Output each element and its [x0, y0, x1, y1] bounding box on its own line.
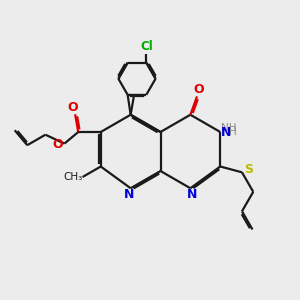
Text: H: H: [229, 127, 237, 137]
Text: O: O: [68, 101, 78, 114]
Text: O: O: [52, 138, 63, 151]
Text: CH₃: CH₃: [63, 172, 82, 182]
Text: NH: NH: [221, 123, 236, 134]
Text: O: O: [193, 83, 204, 96]
Text: N: N: [124, 188, 134, 201]
Text: N: N: [187, 188, 197, 201]
Text: N: N: [220, 125, 231, 139]
Text: S: S: [244, 164, 253, 176]
Text: Cl: Cl: [140, 40, 153, 53]
